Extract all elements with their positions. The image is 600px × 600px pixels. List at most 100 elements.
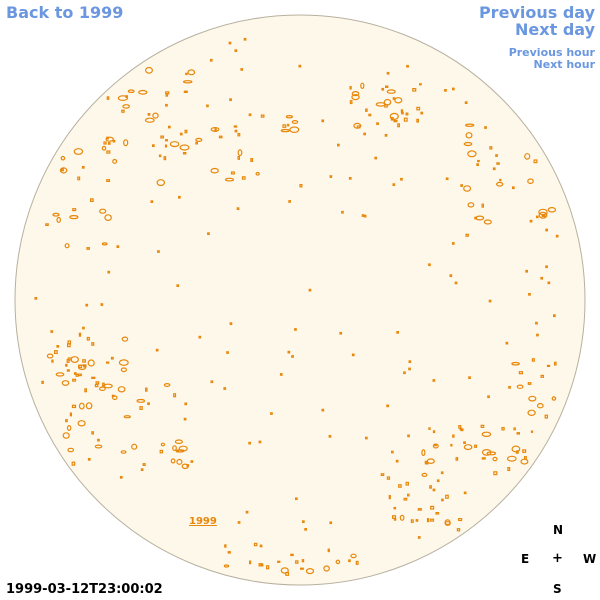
magnetic-feature — [82, 359, 86, 363]
magnetic-feature — [270, 412, 273, 415]
magnetic-feature — [299, 184, 303, 188]
magnetic-feature — [77, 176, 81, 181]
magnetic-feature — [230, 171, 235, 175]
magnetic-feature — [174, 439, 183, 445]
magnetic-feature — [432, 430, 436, 434]
magnetic-feature — [295, 560, 299, 564]
magnetic-feature — [513, 427, 516, 431]
magnetic-feature — [241, 176, 246, 180]
magnetic-feature — [298, 64, 302, 68]
magnetic-feature — [540, 276, 544, 280]
magnetic-feature — [397, 123, 400, 128]
magnetic-feature — [69, 412, 73, 417]
magnetic-feature — [289, 126, 300, 134]
magnetic-feature — [210, 380, 214, 384]
magnetic-feature — [81, 166, 85, 169]
magnetic-feature — [87, 458, 91, 461]
magnetic-feature — [455, 457, 459, 461]
magnetic-feature — [363, 132, 366, 136]
magnetic-feature — [291, 119, 299, 124]
magnetic-feature — [160, 135, 164, 139]
magnetic-feature — [234, 49, 238, 53]
magnetic-feature — [91, 376, 96, 379]
magnetic-feature — [467, 202, 475, 208]
magnetic-feature — [64, 243, 70, 249]
magnetic-feature — [77, 420, 86, 427]
back-to-year-link[interactable]: Back to 1999 — [6, 3, 124, 22]
magnetic-feature — [405, 481, 410, 486]
magnetic-feature — [155, 348, 159, 352]
next-day-link[interactable]: Next day — [515, 20, 595, 39]
magnetic-feature — [416, 106, 421, 111]
magnetic-feature — [420, 111, 424, 115]
magnetic-feature — [51, 359, 54, 363]
magnetic-feature — [56, 345, 60, 348]
magnetic-feature — [159, 449, 164, 454]
magnetic-feature — [460, 184, 463, 187]
compass-east: E — [521, 552, 530, 566]
magnetic-feature — [245, 510, 249, 514]
magnetic-feature — [229, 98, 232, 102]
magnetic-feature — [66, 425, 72, 432]
magnetic-feature — [294, 328, 297, 331]
magnetic-feature — [94, 384, 99, 388]
magnetic-feature — [546, 364, 551, 367]
magnetic-feature — [467, 150, 477, 158]
magnetic-feature — [463, 141, 473, 147]
magnetic-feature — [525, 269, 529, 273]
magnetic-feature — [67, 357, 72, 361]
previous-hour-link[interactable]: Previous hour — [508, 46, 595, 59]
magnetic-feature — [285, 114, 293, 119]
magnetic-feature — [363, 214, 367, 218]
next-hour-link[interactable]: Next hour — [533, 58, 596, 71]
previous-day-link[interactable]: Previous day — [478, 3, 595, 22]
magnetic-feature — [73, 372, 77, 375]
magnetic-feature — [89, 198, 94, 202]
magnetic-feature — [465, 132, 473, 139]
magnetic-feature — [407, 434, 410, 438]
magnetic-feature — [529, 219, 533, 223]
magnetic-feature — [495, 154, 498, 157]
magnetic-feature — [91, 342, 95, 346]
magnetic-feature — [229, 322, 233, 325]
magnetic-feature — [410, 519, 414, 523]
magnetic-feature — [52, 212, 60, 217]
magnetic-feature — [376, 122, 379, 126]
magnetic-feature — [440, 471, 444, 475]
magnetic-feature — [335, 559, 341, 565]
magnetic-feature — [459, 427, 463, 431]
magnetic-feature — [91, 431, 95, 435]
magnetic-feature — [280, 567, 289, 574]
magnetic-feature — [86, 336, 90, 341]
magnetic-feature — [78, 402, 85, 410]
magnetic-feature — [481, 449, 492, 456]
magnetic-feature — [450, 443, 453, 447]
magnetic-feature — [426, 518, 430, 523]
magnetic-feature — [489, 146, 493, 150]
magnetic-feature — [178, 445, 188, 452]
magnetic-feature — [395, 459, 399, 463]
magnetic-feature — [218, 135, 223, 139]
compass-west: W — [583, 552, 597, 566]
region-link[interactable]: 1999 — [189, 516, 217, 527]
magnetic-feature — [360, 82, 365, 90]
magnetic-feature — [112, 158, 118, 164]
magnetic-feature — [300, 567, 304, 570]
magnetic-feature — [186, 464, 190, 467]
magnetic-feature — [555, 234, 559, 238]
magnetic-feature — [158, 154, 162, 158]
magnetic-feature — [61, 380, 70, 386]
magnetic-feature — [279, 373, 283, 376]
magnetic-feature — [386, 89, 396, 94]
magnetic-feature — [329, 521, 333, 525]
magnetic-feature — [139, 406, 143, 411]
magnetic-feature — [540, 374, 544, 378]
magnetic-feature — [295, 497, 298, 501]
magnetic-feature — [304, 527, 307, 531]
magnetic-feature — [351, 93, 360, 101]
compass-south: S — [553, 582, 562, 596]
magnetic-feature — [428, 263, 431, 267]
magnetic-feature — [527, 178, 534, 185]
magnetic-feature — [107, 270, 111, 274]
magnetic-feature — [341, 210, 344, 214]
